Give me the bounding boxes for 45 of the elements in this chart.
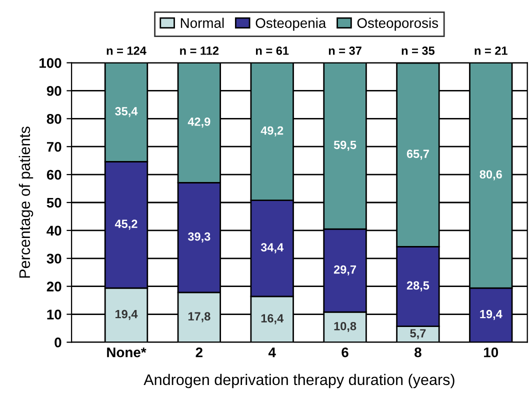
y-tick-label: 10 (47, 310, 62, 320)
legend-label: Osteoporosis (357, 18, 438, 31)
data-label: 29,7 (334, 265, 356, 276)
x-axis-title: Androgen deprivation therapy duration (years) (144, 374, 454, 388)
annotation: n = 61 (256, 46, 289, 55)
legend-label: Normal (180, 18, 224, 28)
y-tick-label: 50 (46, 198, 62, 208)
x-tick-label: 4 (268, 348, 276, 358)
y-tick-label: 70 (46, 142, 62, 152)
x-tick-label: 8 (414, 347, 422, 358)
y-tick-label: 40 (46, 226, 62, 236)
y-tick-label: 90 (46, 86, 62, 96)
y-tick-label: 100 (40, 58, 62, 68)
data-label: 80,6 (480, 170, 502, 180)
y-tick-label: 0 (54, 338, 62, 348)
data-label: 19,4 (116, 310, 138, 320)
y-tick-label: 80 (46, 114, 62, 124)
data-label: 17,8 (188, 312, 210, 322)
data-label: 65,7 (406, 150, 429, 160)
annotation: n = 37 (328, 46, 362, 55)
legend-label: Osteopenia (256, 18, 326, 31)
x-tick-label: 2 (196, 347, 202, 358)
data-label: 16,4 (261, 314, 284, 324)
annotation: n = 35 (402, 46, 435, 55)
y-tick-label: 60 (46, 170, 62, 180)
annotation: n = 21 (474, 46, 508, 55)
y-tick-label: 20 (46, 282, 62, 292)
data-label: 28,5 (406, 281, 430, 292)
y-axis-title: Percentage of patients (18, 126, 34, 278)
data-label: 5,7 (410, 329, 426, 340)
x-tick-label: None* (107, 348, 146, 358)
data-label: 10,8 (334, 322, 356, 332)
data-label: 39,3 (188, 232, 210, 242)
data-label: 35,4 (115, 107, 138, 118)
data-label: 45,2 (114, 220, 138, 230)
x-tick-label: 10 (484, 347, 498, 358)
data-label: 34,4 (260, 243, 284, 254)
data-label: 49,2 (260, 126, 284, 136)
x-tick-label: 6 (342, 347, 348, 358)
annotation: n = 112 (180, 46, 219, 55)
data-label: 42,9 (188, 118, 210, 128)
data-label: 59,5 (334, 140, 356, 151)
y-tick-label: 30 (46, 254, 62, 264)
annotation: n = 124 (106, 46, 146, 55)
data-label: 19,4 (480, 310, 502, 320)
